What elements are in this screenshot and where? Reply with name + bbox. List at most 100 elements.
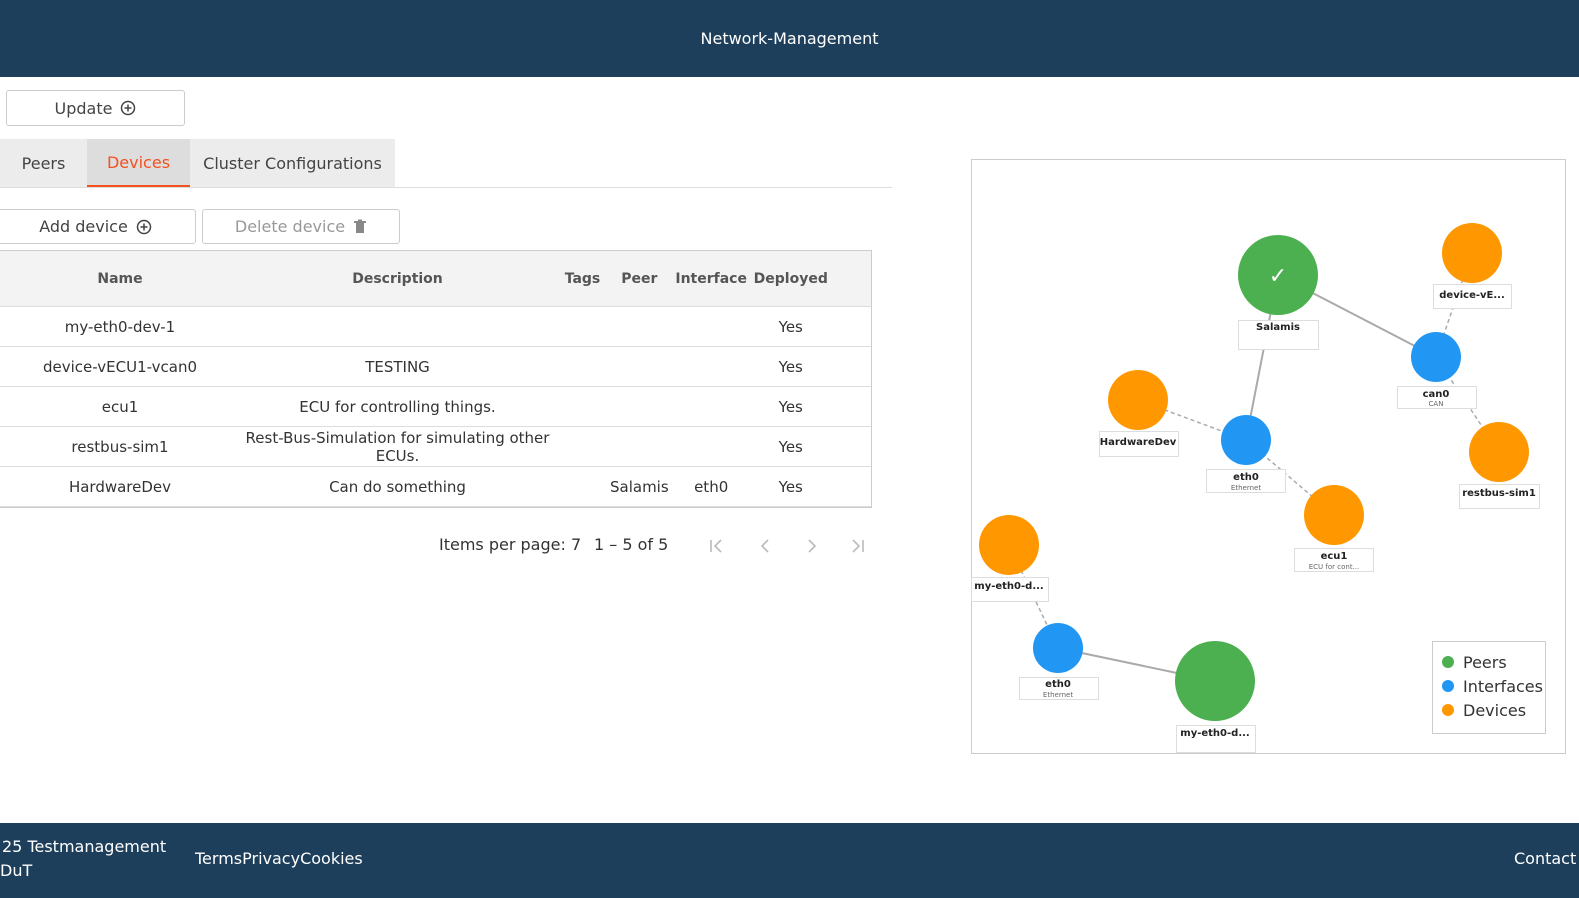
table-cell: my-eth0-dev-1 <box>0 306 240 347</box>
column-header: Name <box>0 251 240 307</box>
table-cell <box>555 466 610 507</box>
page-range: 1 – 5 of 5 <box>594 535 669 554</box>
table-cell: Yes <box>753 386 828 427</box>
copyright: DuT <box>0 861 33 880</box>
table-cell <box>610 386 669 427</box>
footer-links: Terms Privacy Cookies <box>195 849 363 868</box>
pager-buttons[interactable] <box>700 534 870 558</box>
table-cell-spacer <box>827 466 871 507</box>
node-sub: Ethernet <box>1043 691 1073 699</box>
footer-contact[interactable]: Contact <box>1514 849 1577 868</box>
table-cell: HardwareDev <box>0 466 240 507</box>
table-cell <box>240 306 555 347</box>
table-cell-spacer <box>827 426 871 467</box>
tab-active[interactable]: Devices <box>87 139 190 187</box>
node[interactable]: my-eth0-d... <box>1175 641 1256 753</box>
table-cell <box>610 306 669 347</box>
node-icon: ✓ <box>1269 264 1287 289</box>
node-label: ecu1 <box>1321 551 1348 562</box>
node-label: restbus-sim1 <box>1462 488 1536 499</box>
column-header-spacer <box>827 251 871 307</box>
tab-label: Cluster Configurations <box>203 153 382 173</box>
node[interactable]: device-vE... <box>1433 223 1512 309</box>
table-cell: Yes <box>753 426 828 467</box>
table-row: HardwareDev Can do something Salamis eth0 Ye… <box>0 466 871 507</box>
node-label: HardwareDev <box>1100 437 1177 448</box>
node[interactable]: HardwareDev <box>1099 370 1179 457</box>
node-label: my-eth0-d... <box>1180 728 1249 739</box>
column-header: Description <box>240 251 555 307</box>
legend-label: Devices <box>1463 701 1526 720</box>
table-body: my-eth0-dev-1 Yes device-vECU1-vcan0 TESTIN… <box>0 306 871 507</box>
tab-label: Devices <box>106 152 171 172</box>
node-label: Salamis <box>1256 322 1300 333</box>
column-header: Tags <box>555 251 610 307</box>
delete-device-button[interactable]: Delete device <box>202 209 400 244</box>
node[interactable]: ✓ Salamis <box>1238 235 1319 350</box>
tab[interactable]: Peers <box>0 139 87 187</box>
copyright: 25 Testmanagement <box>2 837 167 856</box>
update-button[interactable]: Update <box>6 90 185 126</box>
tab-label: Peers <box>21 153 66 173</box>
node[interactable]: my-eth0-d... <box>971 515 1049 602</box>
node-label: can0 <box>1423 389 1450 400</box>
node-label: device-vE... <box>1439 290 1505 301</box>
table-cell <box>668 426 754 467</box>
table-cell: ecu1 <box>0 386 240 427</box>
table-row: restbus-sim1 Rest-Bus-Simulation for simu… <box>0 426 871 467</box>
node[interactable]: restbus-sim1 <box>1459 422 1540 509</box>
node-sub: Ethernet <box>1231 484 1261 492</box>
table-cell <box>555 306 610 347</box>
table-row: ecu1 ECU for controlling things. Yes <box>0 386 871 427</box>
tab[interactable]: Cluster Configurations <box>190 139 395 187</box>
update-label: Update <box>54 98 113 118</box>
table-row: my-eth0-dev-1 Yes <box>0 306 871 347</box>
column-header: Peer <box>610 251 669 307</box>
items-per-page: Items per page: 7 <box>439 535 582 554</box>
table-cell: Yes <box>753 306 828 347</box>
footer-link[interactable]: Cookies <box>300 849 363 868</box>
table-cell: restbus-sim1 <box>0 426 240 467</box>
table-cell <box>668 386 754 427</box>
legend-label: Interfaces <box>1463 677 1543 696</box>
tab-divider <box>0 187 892 188</box>
delete-label: Delete device <box>234 217 346 236</box>
table-cell: Yes <box>753 346 828 387</box>
table-cell: Yes <box>753 466 828 507</box>
table-cell <box>555 346 610 387</box>
table-cell: eth0 <box>668 466 754 507</box>
node-sub: ECU for cont... <box>1309 563 1360 571</box>
node-sub: CAN <box>1429 400 1444 408</box>
plus-icon <box>121 100 136 116</box>
table-cell <box>555 426 610 467</box>
table-cell <box>668 306 754 347</box>
device-table: Name Description Tags Peer Interface Deployed… <box>0 251 871 507</box>
header-row: Name Description Tags Peer Interface Deployed <box>0 251 871 307</box>
plus-icon <box>136 219 152 234</box>
table-cell <box>668 346 754 387</box>
node-label: eth0 <box>1233 472 1259 483</box>
header: Network-Management <box>0 0 1579 77</box>
table-cell: TESTING <box>240 346 555 387</box>
table-cell-spacer <box>827 386 871 427</box>
node-label: eth0 <box>1045 679 1071 690</box>
table-cell-spacer <box>827 306 871 347</box>
footer-link[interactable]: Privacy <box>242 849 301 868</box>
table-cell: Can do something <box>240 466 555 507</box>
footer-link[interactable]: Terms <box>195 849 243 868</box>
footer: 25 Testmanagement DuT Terms Privacy Cookie… <box>0 823 1579 898</box>
legend-label: Peers <box>1463 653 1507 672</box>
table-cell-spacer <box>827 346 871 387</box>
add-label: Add device <box>39 217 128 236</box>
table-cell: Salamis <box>610 466 669 507</box>
add-device-button[interactable]: Add device <box>0 209 196 244</box>
table-cell <box>555 386 610 427</box>
column-header: Deployed <box>753 251 828 307</box>
table-cell: ECU for controlling things. <box>240 386 555 427</box>
